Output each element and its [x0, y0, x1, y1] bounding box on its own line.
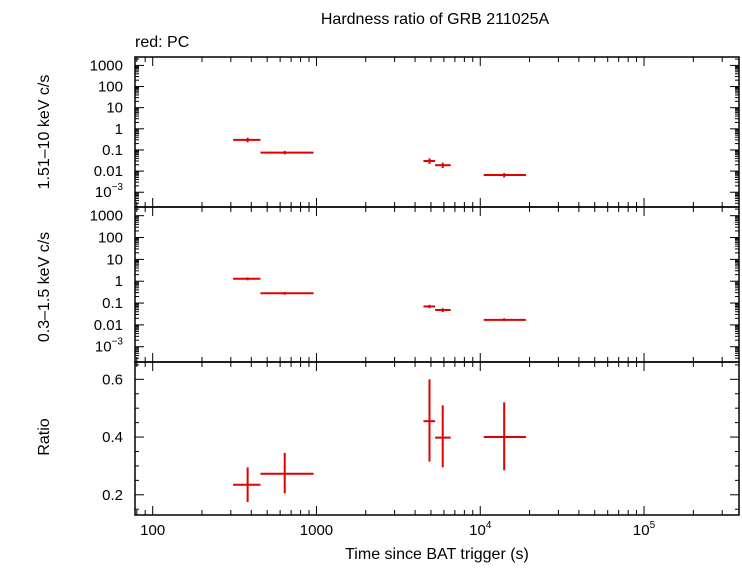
x-tick-label: 105	[633, 520, 656, 539]
y-tick-label-hard: 1	[115, 121, 123, 138]
y-tick-label-hard: 10−3	[95, 182, 124, 201]
y-tick-label-soft: 10	[106, 251, 123, 268]
y-tick-label-soft: 1	[115, 273, 123, 290]
x-tick-label: 104	[469, 520, 492, 539]
y-tick-label-hard: 0.01	[94, 163, 123, 180]
y-tick-label-soft: 1000	[90, 208, 123, 225]
panel-frame-ratio	[134, 361, 740, 516]
y-tick-label-ratio: 0.4	[102, 429, 123, 446]
y-tick-label-hard: 100	[98, 79, 123, 96]
x-tick-label: 1000	[300, 522, 333, 539]
panel-frame-hard	[134, 56, 740, 208]
y-tick-label-ratio: 0.6	[102, 371, 123, 388]
y-tick-label-hard: 1000	[90, 57, 123, 74]
x-tick-label: 100	[140, 522, 165, 539]
y-tick-label-ratio: 0.2	[102, 487, 123, 504]
y-tick-label-soft: 10−3	[95, 337, 124, 356]
y-tick-label-soft: 0.1	[102, 295, 123, 312]
chart-subtitle: red: PC	[135, 34, 189, 51]
y-axis-label-hard: 1.51–10 keV c/s	[36, 75, 53, 190]
chart-title: Hardness ratio of GRB 211025A	[321, 11, 550, 28]
x-axis-label: Time since BAT trigger (s)	[345, 546, 529, 563]
y-tick-label-hard: 10	[106, 100, 123, 117]
y-axis-label-soft: 0.3–1.5 keV c/s	[36, 232, 53, 342]
y-tick-label-soft: 100	[98, 230, 123, 247]
panel-frame-soft	[134, 206, 740, 363]
y-axis-label-ratio: Ratio	[36, 418, 53, 455]
y-tick-label-soft: 0.01	[94, 317, 123, 334]
y-tick-label-hard: 0.1	[102, 142, 123, 159]
